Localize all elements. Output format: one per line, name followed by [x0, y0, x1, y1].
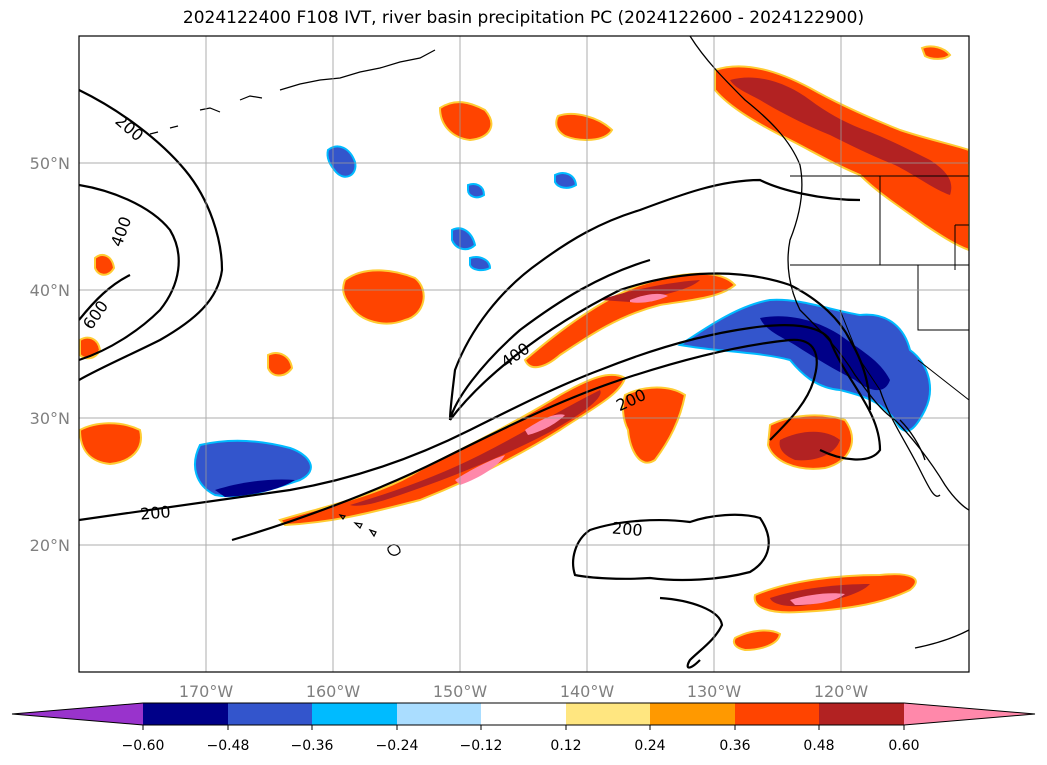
- colorbar-label: 0.36: [719, 738, 750, 754]
- map-frame: [78, 35, 970, 673]
- lon-tick-label: 140°W: [560, 682, 615, 701]
- coast-blue: [677, 298, 931, 432]
- ar-band-pink: [455, 414, 565, 485]
- colorbar-segment: [819, 703, 904, 725]
- ivt-contours: [79, 89, 882, 669]
- colorbar-extend-high: [904, 703, 1035, 725]
- colorbar-segment: [228, 703, 312, 725]
- lon-tick-label: 170°W: [179, 682, 234, 701]
- colorbar-labels: −0.60 −0.48 −0.36 −0.24 −0.12 0.12 0.24 …: [122, 738, 920, 754]
- colorbar-segment: [312, 703, 397, 725]
- colorbar-extend-low: [12, 703, 143, 725]
- colorbar-label: −0.60: [122, 738, 165, 754]
- state-boundaries: [790, 175, 969, 401]
- colorbar-label: −0.48: [207, 738, 250, 754]
- upper-band-red: [600, 280, 700, 302]
- gridlines: [79, 36, 969, 672]
- colorbar-label: 0.12: [550, 738, 581, 754]
- west-navy: [215, 479, 295, 497]
- lon-tick-labels: 170°W 160°W 150°W 140°W 130°W 120°W: [179, 682, 869, 701]
- colorbar-segment: [397, 703, 481, 725]
- lon-tick-label: 150°W: [433, 682, 488, 701]
- hawaii-islands: [338, 514, 401, 556]
- colorbar-segment: [566, 703, 650, 725]
- lat-tick-label: 50°N: [30, 154, 70, 173]
- lat-tick-labels: 20°N 30°N 40°N 50°N: [30, 154, 70, 555]
- colorbar-label: −0.24: [376, 738, 419, 754]
- upper-band-pink: [630, 293, 668, 303]
- colorbar-label: −0.36: [291, 738, 334, 754]
- colorbar-label: 0.24: [634, 738, 665, 754]
- colorbar-segment: [481, 703, 566, 725]
- contour-label: 200: [611, 518, 643, 540]
- colorbar-segment: [735, 703, 819, 725]
- colorbar-segment: [143, 703, 228, 725]
- lon-tick-label: 160°W: [306, 682, 361, 701]
- coastlines: [689, 36, 969, 649]
- colorbar-segment: [650, 703, 735, 725]
- colorbar-label: 0.48: [803, 738, 834, 754]
- lon-tick-label: 130°W: [687, 682, 742, 701]
- aleutian-islands: [149, 49, 436, 135]
- colorbar-label: −0.12: [460, 738, 503, 754]
- lat-tick-label: 40°N: [30, 281, 70, 300]
- colorbar-label: 0.60: [888, 738, 919, 754]
- contour-label: 200: [139, 502, 171, 524]
- lat-tick-label: 20°N: [30, 536, 70, 555]
- colorbar: −0.60 −0.48 −0.36 −0.24 −0.12 0.12 0.24 …: [11, 702, 1036, 754]
- map-title: 2024122400 F108 IVT, river basin precipi…: [182, 8, 865, 28]
- lat-tick-label: 30°N: [30, 409, 70, 428]
- coast-navy: [760, 316, 890, 391]
- lon-tick-label: 120°W: [814, 682, 869, 701]
